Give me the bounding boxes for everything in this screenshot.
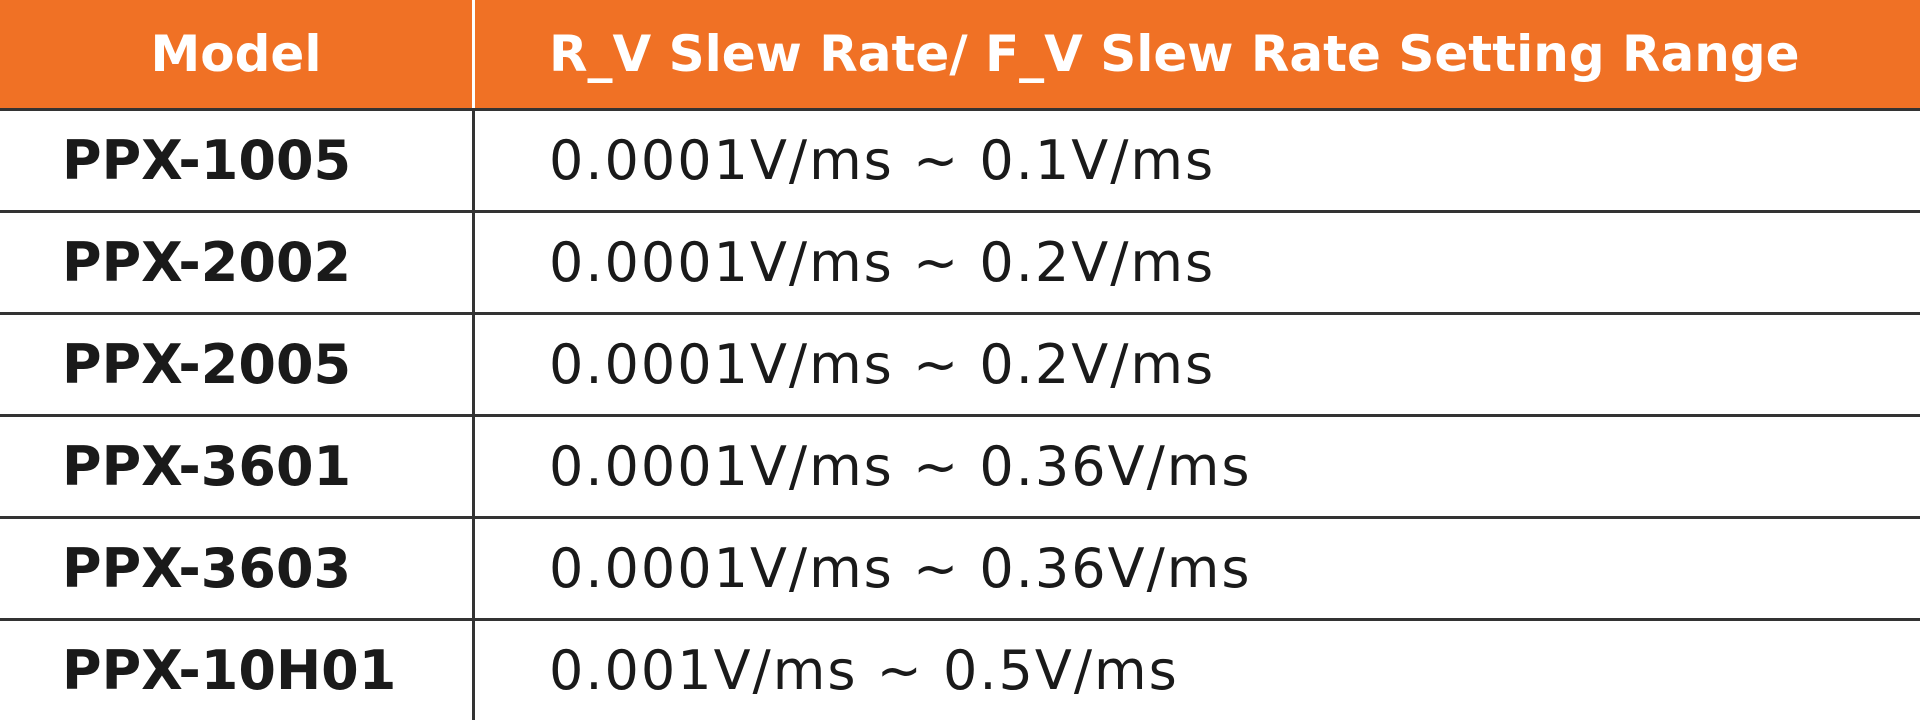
header-cell: Model	[0, 0, 475, 108]
range-cell: 0.0001V/ms ~ 0.2V/ms	[475, 312, 1920, 414]
model-cell: PPX-2005	[0, 312, 475, 414]
model-cell: PPX-2002	[0, 210, 475, 312]
range-cell: 0.001V/ms ~ 0.5V/ms	[475, 618, 1920, 720]
header-cell: R_V Slew Rate/ F_V Slew Rate Setting Ran…	[475, 0, 1920, 108]
model-cell: PPX-3603	[0, 516, 475, 618]
range-cell: 0.0001V/ms ~ 0.1V/ms	[475, 108, 1920, 210]
range-cell: 0.0001V/ms ~ 0.36V/ms	[475, 414, 1920, 516]
model-cell: PPX-10H01	[0, 618, 475, 720]
model-cell: PPX-1005	[0, 108, 475, 210]
range-cell: 0.0001V/ms ~ 0.2V/ms	[475, 210, 1920, 312]
range-cell: 0.0001V/ms ~ 0.36V/ms	[475, 516, 1920, 618]
model-cell: PPX-3601	[0, 414, 475, 516]
